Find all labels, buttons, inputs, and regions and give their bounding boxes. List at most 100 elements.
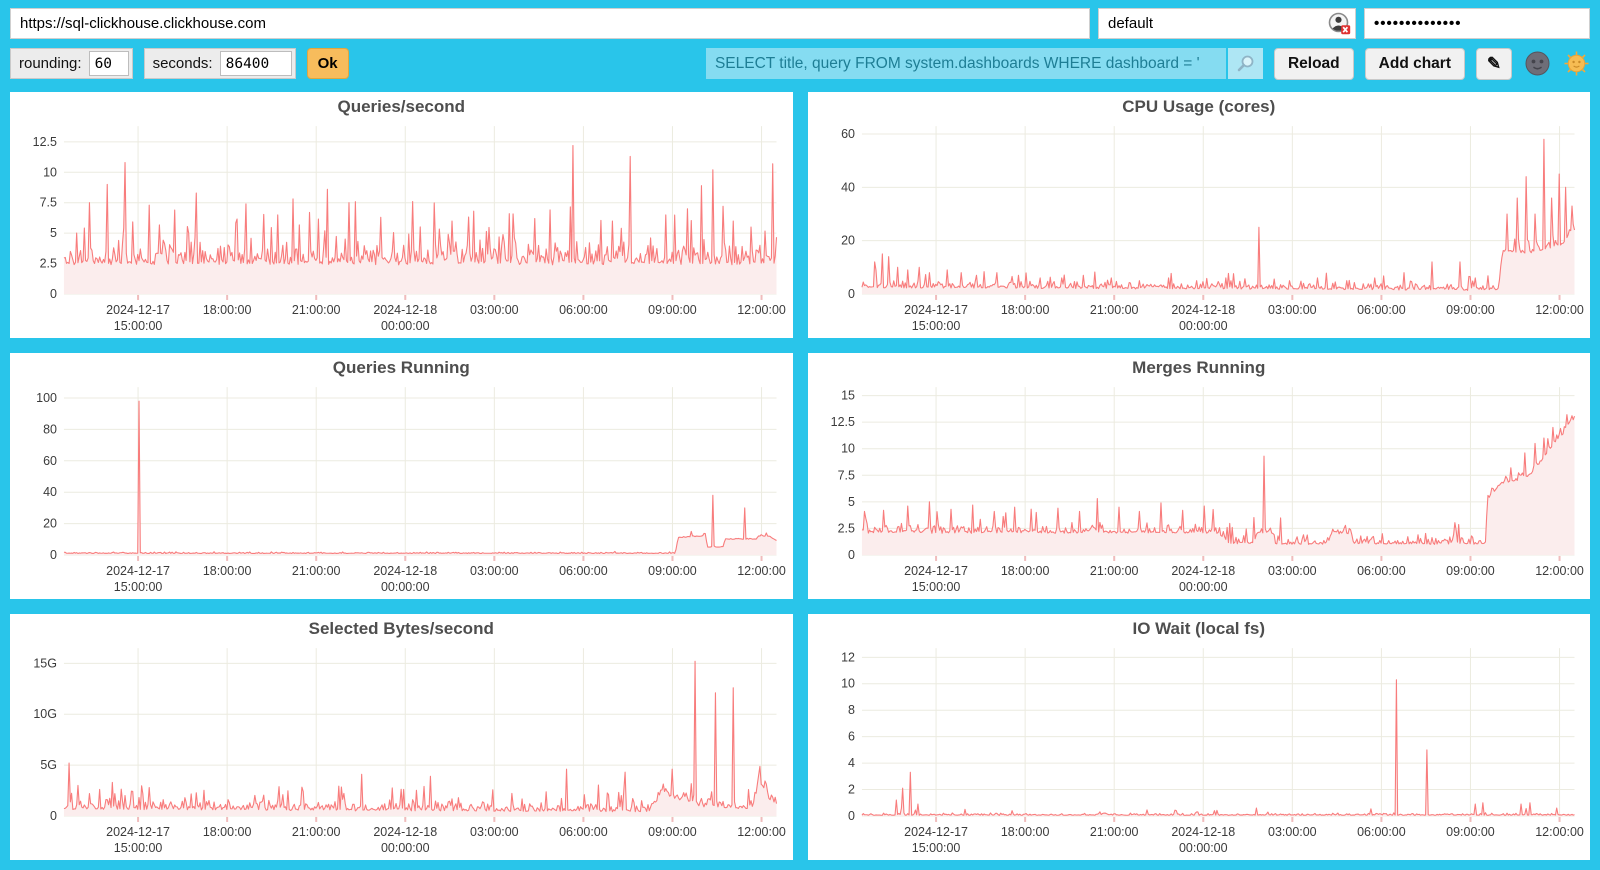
svg-text:60: 60 [841, 127, 855, 141]
chart-plot-queries-running[interactable]: 0 20 40 60 80 100 2024-12-17 15:00:00 18:00:00 21… [16, 379, 787, 597]
svg-text:00:00:00: 00:00:00 [1178, 319, 1227, 333]
svg-text:2024-12-17: 2024-12-17 [106, 564, 170, 578]
svg-text:06:00:00: 06:00:00 [1357, 303, 1406, 317]
svg-text:18:00:00: 18:00:00 [203, 825, 252, 839]
rounding-label: rounding: [19, 55, 82, 72]
svg-text:03:00:00: 03:00:00 [470, 825, 519, 839]
svg-text:2024-12-18: 2024-12-18 [1171, 303, 1235, 317]
svg-text:15:00:00: 15:00:00 [911, 580, 960, 594]
svg-text:18:00:00: 18:00:00 [1000, 564, 1049, 578]
svg-text:10: 10 [43, 165, 57, 179]
svg-text:2024-12-17: 2024-12-17 [106, 303, 170, 317]
svg-text:15G: 15G [33, 656, 57, 670]
svg-text:06:00:00: 06:00:00 [559, 303, 608, 317]
svg-text:00:00:00: 00:00:00 [1178, 841, 1227, 855]
svg-text:10: 10 [841, 677, 855, 691]
svg-text:21:00:00: 21:00:00 [292, 825, 341, 839]
rounding-input[interactable] [88, 51, 129, 76]
seconds-label: seconds: [152, 55, 213, 72]
search-button[interactable] [1227, 48, 1263, 79]
chart-title: Merges Running [1132, 358, 1266, 377]
svg-text:0: 0 [848, 287, 855, 301]
svg-text:12:00:00: 12:00:00 [1535, 303, 1584, 317]
svg-text:00:00:00: 00:00:00 [1178, 580, 1227, 594]
svg-text:2: 2 [848, 783, 855, 797]
svg-text:5: 5 [848, 495, 855, 509]
svg-text:0: 0 [50, 809, 57, 823]
svg-text:09:00:00: 09:00:00 [648, 564, 697, 578]
svg-text:7.5: 7.5 [837, 468, 854, 482]
dashboard-query-input[interactable] [705, 48, 1226, 79]
svg-text:03:00:00: 03:00:00 [1268, 564, 1317, 578]
svg-text:09:00:00: 09:00:00 [648, 825, 697, 839]
svg-text:12:00:00: 12:00:00 [737, 564, 786, 578]
svg-text:15: 15 [841, 389, 855, 403]
chart-plot-queries-per-second[interactable]: 0 2.5 5 7.5 10 12.5 2024-12-17 15:00:00 18:00:00… [16, 118, 787, 336]
reload-button[interactable]: Reload [1273, 47, 1354, 80]
chart-title: IO Wait (local fs) [1132, 619, 1266, 638]
svg-text:7.5: 7.5 [40, 196, 57, 210]
svg-text:5: 5 [50, 226, 57, 240]
svg-text:03:00:00: 03:00:00 [1268, 303, 1317, 317]
svg-text:09:00:00: 09:00:00 [1446, 564, 1495, 578]
svg-text:5G: 5G [40, 758, 57, 772]
svg-text:09:00:00: 09:00:00 [648, 303, 697, 317]
password-manager-icon[interactable] [1328, 12, 1351, 35]
rounding-param: rounding: [10, 48, 133, 79]
svg-text:21:00:00: 21:00:00 [292, 303, 341, 317]
svg-text:10G: 10G [33, 707, 57, 721]
svg-text:8: 8 [848, 703, 855, 717]
password-input[interactable] [1364, 8, 1590, 39]
svg-text:09:00:00: 09:00:00 [1446, 303, 1495, 317]
seconds-input[interactable] [219, 51, 292, 76]
svg-text:06:00:00: 06:00:00 [559, 564, 608, 578]
add-chart-button[interactable]: Add chart [1364, 47, 1465, 80]
svg-text:21:00:00: 21:00:00 [1089, 825, 1138, 839]
chart-plot-cpu-usage[interactable]: 0 20 40 60 2024-12-17 15:00:00 18:00:00 21:00:0… [814, 118, 1585, 336]
chart-plot-selected-bytes[interactable]: 0 5G 10G 15G 2024-12-17 15:00:00 18:00:00 21:00… [16, 640, 787, 858]
chart-plot-merges-running[interactable]: 0 2.5 5 7.5 10 12.5 15 2024-12-17 15:00:00 18:00:… [814, 379, 1585, 597]
edit-button[interactable]: ✎ [1476, 47, 1512, 80]
svg-text:12:00:00: 12:00:00 [1535, 825, 1584, 839]
chart-title: Selected Bytes/second [308, 619, 494, 638]
svg-text:2024-12-17: 2024-12-17 [904, 303, 968, 317]
user-input[interactable] [1098, 8, 1356, 39]
svg-text:06:00:00: 06:00:00 [559, 825, 608, 839]
svg-text:2024-12-18: 2024-12-18 [373, 564, 437, 578]
chart-title: Queries Running [332, 358, 470, 377]
svg-text:12: 12 [841, 650, 855, 664]
connection-row [10, 8, 1590, 39]
ok-button[interactable]: Ok [306, 48, 349, 79]
svg-text:2024-12-18: 2024-12-18 [1171, 564, 1235, 578]
svg-text:20: 20 [43, 517, 57, 531]
svg-text:2024-12-17: 2024-12-17 [904, 564, 968, 578]
svg-text:15:00:00: 15:00:00 [911, 841, 960, 855]
svg-text:100: 100 [36, 391, 57, 405]
svg-text:03:00:00: 03:00:00 [470, 564, 519, 578]
svg-text:2.5: 2.5 [40, 257, 57, 271]
seconds-param: seconds: [143, 48, 296, 79]
svg-text:15:00:00: 15:00:00 [114, 319, 163, 333]
svg-text:18:00:00: 18:00:00 [203, 564, 252, 578]
svg-text:4: 4 [848, 756, 855, 770]
dark-theme-button[interactable] [1523, 50, 1551, 78]
svg-text:20: 20 [841, 234, 855, 248]
url-input[interactable] [10, 8, 1090, 39]
svg-text:21:00:00: 21:00:00 [1089, 564, 1138, 578]
svg-text:03:00:00: 03:00:00 [470, 303, 519, 317]
svg-text:2024-12-17: 2024-12-17 [106, 825, 170, 839]
controls-row: rounding: seconds: Ok Reload Add chart ✎ [10, 47, 1590, 80]
svg-text:6: 6 [848, 730, 855, 744]
svg-text:00:00:00: 00:00:00 [381, 841, 430, 855]
chart-title: CPU Usage (cores) [1122, 97, 1276, 116]
svg-text:15:00:00: 15:00:00 [911, 319, 960, 333]
svg-text:0: 0 [50, 287, 57, 301]
sun-face-icon [1564, 51, 1588, 76]
light-theme-button[interactable] [1562, 50, 1590, 78]
user-field-wrap [1098, 8, 1356, 39]
svg-text:40: 40 [841, 180, 855, 194]
svg-text:40: 40 [43, 485, 57, 499]
svg-text:21:00:00: 21:00:00 [292, 564, 341, 578]
svg-text:00:00:00: 00:00:00 [381, 580, 430, 594]
chart-plot-io-wait[interactable]: 0 2 4 6 8 10 12 2024-12-17 15:00:00 18:00:00 21:00… [814, 640, 1585, 858]
